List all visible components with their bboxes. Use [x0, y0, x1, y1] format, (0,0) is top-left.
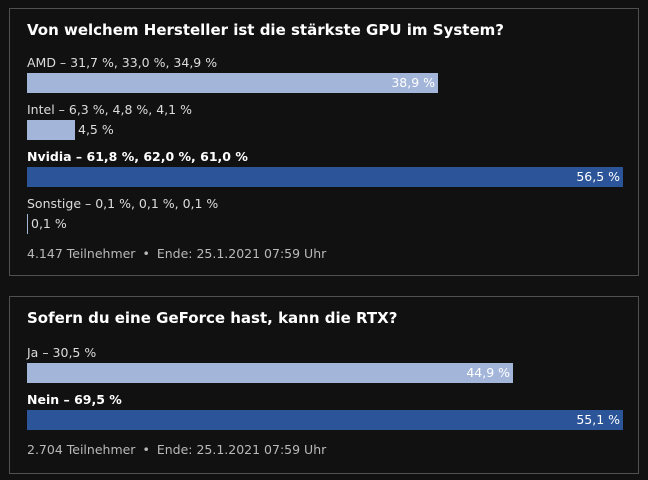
- poll-result-value-nein: 55,1 %: [576, 412, 620, 427]
- poll-title: Von welchem Hersteller ist die stärkste …: [27, 21, 504, 39]
- poll-title: Sofern du eine GeForce hast, kann die RT…: [27, 309, 398, 327]
- poll-card-geforce-rtx: Sofern du eine GeForce hast, kann die RT…: [9, 296, 639, 474]
- poll-result-bar-nein: 55,1 %: [27, 410, 623, 430]
- poll-option-label-nein: Nein – 69,5 %: [27, 392, 122, 407]
- poll-result-value-sonstige: 0,1 %: [31, 216, 67, 231]
- poll-result-bar-ja: 44,9 %: [27, 363, 513, 383]
- poll-end-date: Ende: 25.1.2021 07:59 Uhr: [156, 246, 327, 261]
- separator-dot: •: [142, 246, 150, 261]
- poll-result-value-amd: 38,9 %: [391, 75, 435, 90]
- poll-result-value-intel: 4,5 %: [78, 122, 114, 137]
- poll-result-bar-sonstige: 0,1 %: [27, 214, 67, 234]
- poll-card-gpu-manufacturer: Von welchem Hersteller ist die stärkste …: [9, 8, 639, 276]
- participant-count: 2.704 Teilnehmer: [27, 442, 136, 457]
- poll-result-bar-intel: 4,5 %: [27, 120, 114, 140]
- separator-dot: •: [142, 442, 150, 457]
- participant-count: 4.147 Teilnehmer: [27, 246, 136, 261]
- poll-option-label-nvidia: Nvidia – 61,8 %, 62,0 %, 61,0 %: [27, 149, 248, 164]
- poll-option-label-ja: Ja – 30,5 %: [27, 345, 97, 360]
- poll-end-date: Ende: 25.1.2021 07:59 Uhr: [156, 442, 327, 457]
- poll-footer: 2.704 Teilnehmer • Ende: 25.1.2021 07:59 U…: [27, 442, 326, 457]
- poll-footer: 4.147 Teilnehmer • Ende: 25.1.2021 07:59 U…: [27, 246, 326, 261]
- poll-option-label-intel: Intel – 6,3 %, 4,8 %, 4,1 %: [27, 102, 192, 117]
- poll-result-bar-nvidia: 56,5 %: [27, 167, 623, 187]
- poll-result-bar-amd: 38,9 %: [27, 73, 438, 93]
- poll-result-value-nvidia: 56,5 %: [576, 169, 620, 184]
- poll-option-label-amd: AMD – 31,7 %, 33,0 %, 34,9 %: [27, 55, 218, 70]
- poll-option-label-sonstige: Sonstige – 0,1 %, 0,1 %, 0,1 %: [27, 196, 219, 211]
- poll-result-value-ja: 44,9 %: [466, 365, 510, 380]
